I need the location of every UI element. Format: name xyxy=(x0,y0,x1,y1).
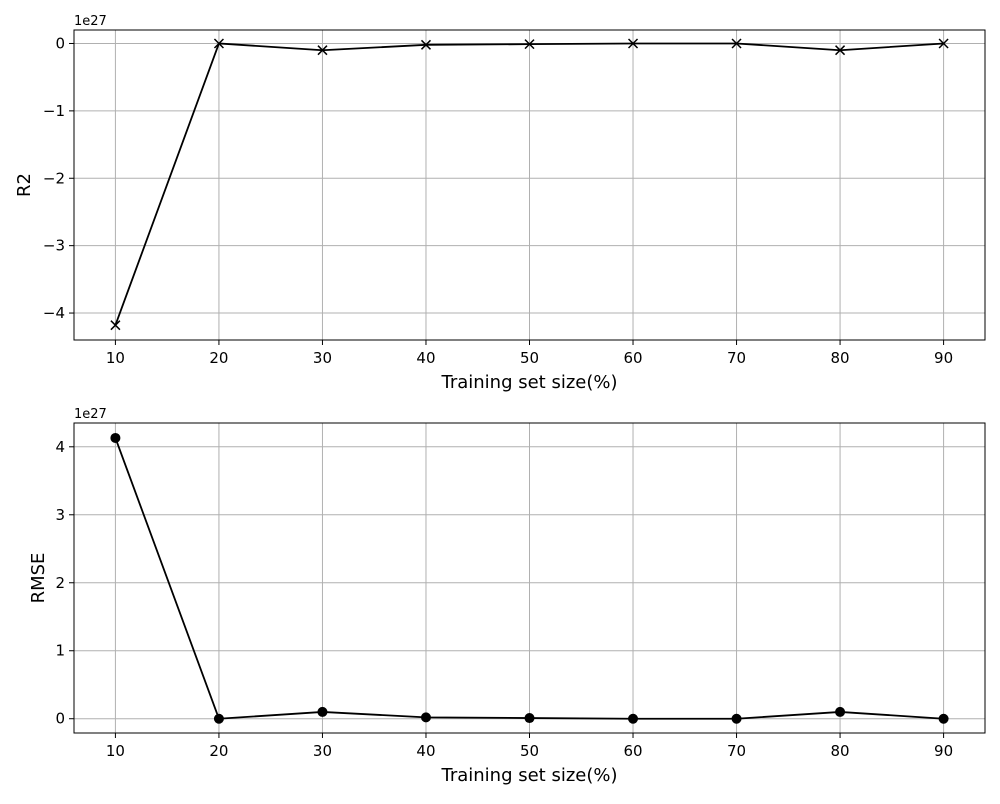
marker-stroke xyxy=(420,39,432,50)
y-tick-label: −3 xyxy=(43,237,65,255)
data-point-marker xyxy=(110,432,121,443)
data-point-marker xyxy=(420,712,431,723)
marker-stroke xyxy=(938,38,949,49)
y-tick-label: 0 xyxy=(55,710,65,728)
data-point-marker xyxy=(628,713,639,724)
x-tick-label: 60 xyxy=(623,742,642,760)
x-tick-label: 30 xyxy=(313,742,332,760)
x-tick-label: 20 xyxy=(209,349,228,367)
data-point-marker xyxy=(317,45,328,56)
marker-stroke xyxy=(627,38,639,49)
data-point-marker xyxy=(938,38,949,49)
data-point-marker xyxy=(731,713,742,724)
data-point-marker xyxy=(524,713,535,724)
y-tick-label: 2 xyxy=(55,574,65,592)
marker-stroke xyxy=(835,45,846,56)
x-tick-label: 10 xyxy=(106,742,125,760)
y-tick-label: 0 xyxy=(55,34,65,52)
x-tick-label: 40 xyxy=(416,349,435,367)
x-tick-label: 80 xyxy=(831,349,850,367)
data-point-marker xyxy=(110,320,121,331)
marker-stroke xyxy=(110,320,121,331)
marker-stroke xyxy=(317,45,328,56)
y-tick-label: 3 xyxy=(55,506,65,524)
data-point-marker xyxy=(524,39,535,50)
subplot-1: 10 20 30 40 50 60 70 80 90 0 −1 −2 −3 −4 1e27 Training … xyxy=(14,14,986,393)
y-tick-label: −2 xyxy=(43,169,65,187)
marker-stroke xyxy=(213,38,224,49)
y-axis-offset-label: 1e27 xyxy=(74,407,107,422)
data-point-marker xyxy=(731,38,742,49)
x-tick-label: 50 xyxy=(520,742,539,760)
x-tick-label: 90 xyxy=(934,742,953,760)
marker-stroke xyxy=(524,39,535,50)
data-point-marker xyxy=(835,45,846,56)
x-tick-label: 80 xyxy=(831,742,850,760)
y-axis-offset-label: 1e27 xyxy=(74,14,107,29)
data-point-marker xyxy=(317,706,328,717)
x-axis-label: Training set size(%) xyxy=(440,765,617,786)
x-tick-label: 90 xyxy=(934,349,953,367)
marker-stroke xyxy=(731,38,742,49)
data-point-marker xyxy=(938,713,949,724)
data-point-marker xyxy=(627,38,639,49)
x-tick-label: 70 xyxy=(727,742,746,760)
data-point-marker xyxy=(420,39,432,50)
data-point-marker xyxy=(835,706,846,717)
y-tick-label: −4 xyxy=(43,304,65,322)
subplot-2: 10 20 30 40 50 60 70 80 90 0 1 2 3 4 1e27 Training set … xyxy=(28,407,986,786)
data-point-marker xyxy=(213,38,224,49)
y-tick-label: −1 xyxy=(43,102,65,120)
y-tick-label: 1 xyxy=(55,642,65,660)
x-tick-label: 40 xyxy=(416,742,435,760)
x-tick-label: 60 xyxy=(623,349,642,367)
data-point-marker xyxy=(213,713,224,724)
x-axis-label: Training set size(%) xyxy=(440,372,617,393)
x-tick-label: 10 xyxy=(106,349,125,367)
x-tick-label: 50 xyxy=(520,349,539,367)
y-tick-label: 4 xyxy=(55,438,65,456)
y-axis-label: RMSE xyxy=(28,553,49,604)
y-axis-label: R2 xyxy=(14,173,35,197)
x-tick-label: 20 xyxy=(209,742,228,760)
x-tick-label: 30 xyxy=(313,349,332,367)
x-tick-label: 70 xyxy=(727,349,746,367)
